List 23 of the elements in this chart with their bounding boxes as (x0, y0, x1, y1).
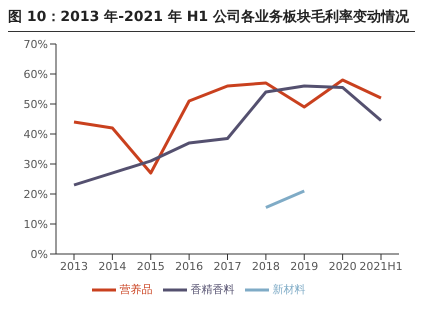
y-tick-label: 10% (24, 218, 48, 231)
legend-label: 香精香料 (190, 283, 234, 296)
y-tick-label: 40% (24, 128, 48, 141)
y-tick-label: 0% (30, 248, 48, 261)
x-tick-label: 2014 (98, 260, 126, 273)
x-tick-label: 2019 (290, 260, 318, 273)
chart-title: 图 10：2013 年-2021 年 H1 公司各业务板块毛利率变动情况 (8, 8, 415, 32)
y-tick-label: 70% (24, 38, 48, 51)
x-tick-label: 2018 (252, 260, 280, 273)
x-tick-label: 2016 (175, 260, 204, 273)
y-tick-label: 30% (24, 158, 48, 171)
x-tick-label: 2020 (328, 260, 357, 273)
y-tick-label: 20% (24, 188, 48, 201)
line-series (72, 84, 382, 186)
x-tick-label: 2015 (136, 260, 165, 273)
legend-label: 营养品 (120, 283, 152, 296)
x-tick-label: 2017 (214, 260, 242, 273)
y-tick-label: 60% (24, 68, 48, 81)
line-series (72, 78, 382, 174)
x-tick-label: 2021H1 (359, 260, 403, 273)
x-tick-label: 2013 (60, 260, 88, 273)
legend-label: 新材料 (272, 283, 306, 296)
y-tick-label: 50% (24, 98, 48, 111)
